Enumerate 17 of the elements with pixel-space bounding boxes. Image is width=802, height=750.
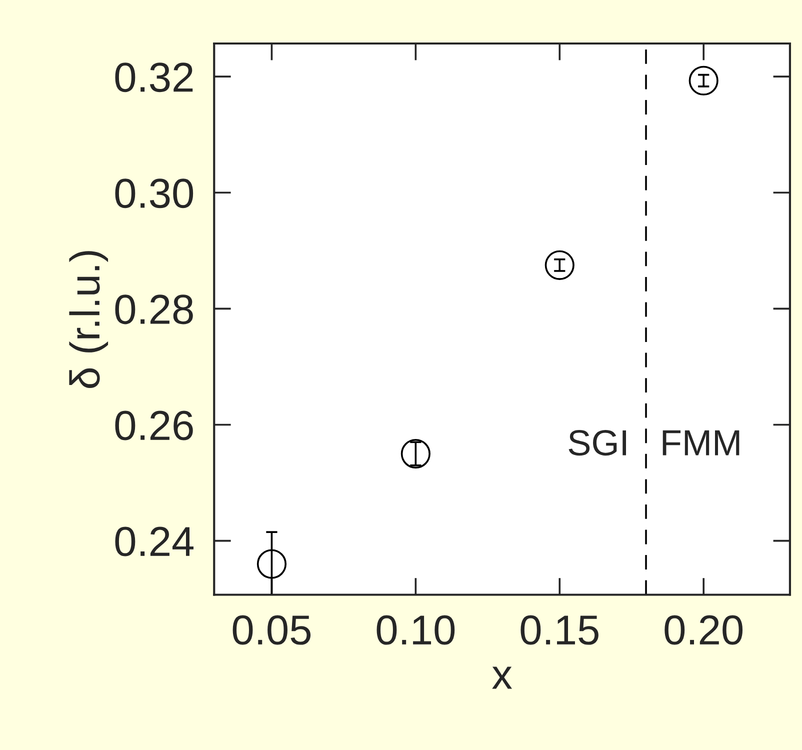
point [544, 250, 574, 280]
y-tick-label: 0.24 [115, 526, 194, 556]
annotation: FMM [662, 430, 740, 456]
y-tick-label: 0.32 [115, 62, 193, 92]
x-tick-label: 0.20 [664, 615, 743, 645]
y-tick-label: 0.28 [115, 294, 193, 324]
y-tick-label: 0.26 [115, 410, 193, 440]
x-tick-label: 0.10 [376, 615, 455, 645]
point [400, 438, 430, 469]
x-tick-label: 0.05 [232, 615, 311, 645]
y-tick-label: 0.30 [115, 178, 194, 208]
y-axis-title: δ (r.l.u.) [69, 251, 108, 388]
point [256, 549, 287, 579]
point [688, 66, 718, 96]
annotation: SGI [568, 430, 626, 456]
x-tick-label: 0.15 [520, 615, 598, 645]
x-axis-title: x [492, 666, 512, 689]
